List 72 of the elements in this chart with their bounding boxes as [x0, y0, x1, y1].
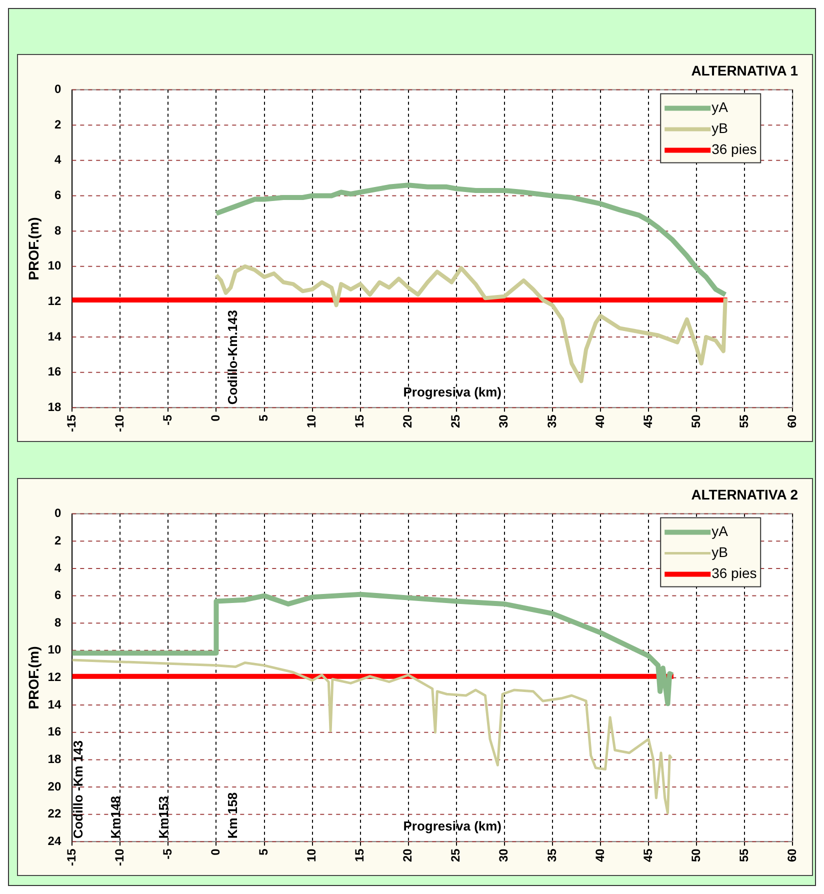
x-tick-label: 35 [544, 414, 559, 428]
x-tick-label: 10 [304, 414, 319, 428]
y-tick-label: 0 [54, 82, 62, 96]
y-tick-label: 18 [48, 752, 62, 766]
x-tick-label: 30 [496, 414, 511, 428]
y-tick-label: 4 [54, 560, 62, 575]
y-tick-label: 22 [48, 806, 62, 821]
x-tick-label: -10 [112, 414, 126, 432]
legend-label: yA [712, 523, 729, 540]
legend-label: yB [712, 120, 728, 136]
x-axis-title: Progresiva (km) [403, 818, 502, 834]
legend-label: yA [712, 99, 729, 116]
y-tick-label: 10 [48, 258, 62, 273]
x-tick-label: 55 [736, 414, 751, 428]
x-axis-title: Progresiva (km) [403, 384, 502, 400]
x-tick-label: 40 [592, 848, 607, 862]
y-tick-label: 6 [54, 588, 62, 602]
x-tick-label: 0 [208, 414, 223, 422]
x-tick-label: -10 [112, 848, 126, 866]
y-axis-title: PROF.(m) [25, 646, 42, 710]
y-tick-label: 14 [48, 697, 62, 712]
chart-title: ALTERNATIVA 2 [691, 486, 798, 502]
x-tick-label: 15 [352, 848, 367, 862]
y-tick-label: 18 [48, 400, 62, 414]
chart-title: ALTERNATIVA 1 [691, 62, 798, 78]
x-tick-label: 0 [208, 848, 223, 856]
annotation: Codillo -Km 143 [70, 740, 86, 839]
y-tick-label: 2 [54, 533, 62, 548]
y-tick-label: 4 [54, 152, 62, 167]
x-tick-label: 55 [736, 848, 751, 862]
legend-label: 36 pies [712, 565, 757, 582]
x-tick-label: 20 [400, 848, 415, 862]
x-tick-label: 10 [304, 848, 319, 862]
annotation: Km148 [108, 796, 123, 839]
y-tick-label: 16 [48, 724, 62, 739]
annotation: Codillo-Km.143 [225, 310, 240, 405]
y-tick-label: 8 [54, 615, 62, 630]
y-tick-label: 0 [54, 506, 62, 520]
x-tick-label: -5 [160, 848, 175, 860]
y-tick-label: 2 [54, 117, 62, 132]
x-tick-label: 45 [640, 414, 655, 428]
x-tick-label: 50 [688, 848, 703, 862]
annotation: Km 158 [225, 792, 240, 839]
x-tick-label: -15 [64, 848, 78, 866]
y-tick-label: 8 [54, 223, 62, 238]
annotation: Km153 [156, 796, 171, 839]
y-axis-title: PROF.(m) [25, 217, 42, 280]
x-tick-label: 50 [688, 414, 703, 428]
x-tick-label: 60 [784, 414, 799, 428]
y-tick-label: 20 [48, 779, 62, 794]
x-tick-label: -15 [64, 414, 78, 432]
y-tick-label: 12 [48, 670, 62, 684]
x-tick-label: 25 [448, 414, 463, 428]
legend-label: yB [712, 544, 728, 560]
x-tick-label: 35 [544, 848, 559, 862]
x-tick-label: 15 [352, 414, 367, 428]
y-tick-label: 24 [48, 834, 62, 848]
y-tick-label: 6 [54, 188, 62, 202]
y-tick-label: 14 [48, 329, 62, 344]
x-tick-label: -5 [160, 414, 175, 426]
x-tick-label: 40 [592, 414, 607, 428]
y-tick-label: 10 [48, 642, 62, 657]
x-tick-label: 5 [256, 848, 271, 856]
x-tick-label: 25 [448, 848, 463, 862]
y-tick-label: 16 [48, 364, 62, 379]
x-tick-label: 60 [784, 848, 799, 862]
x-tick-label: 20 [400, 414, 415, 428]
x-tick-label: 45 [640, 848, 655, 862]
x-tick-label: 30 [496, 848, 511, 862]
legend-label: 36 pies [712, 141, 757, 158]
x-tick-label: 5 [256, 414, 271, 422]
y-tick-label: 12 [48, 294, 62, 308]
